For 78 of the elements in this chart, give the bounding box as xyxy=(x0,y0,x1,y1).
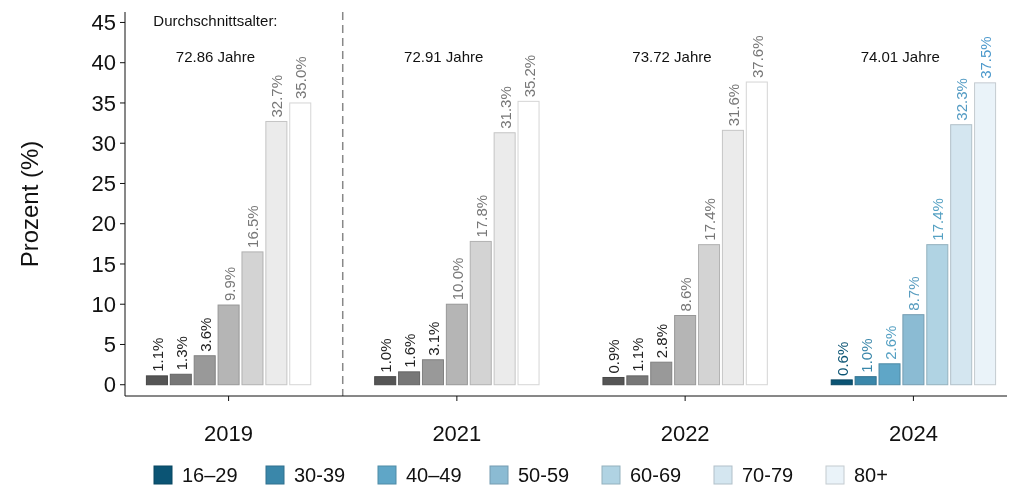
x-tick-label: 2024 xyxy=(888,421,938,446)
bar xyxy=(854,376,877,386)
y-axis-title: Prozent (%) xyxy=(16,140,43,268)
legend-label: 60-69 xyxy=(630,464,682,486)
annotation: 72.91 Jahre xyxy=(404,48,484,65)
y-tick-label: 20 xyxy=(91,211,116,237)
bar xyxy=(421,359,444,386)
y-tick-label: 30 xyxy=(91,130,116,156)
annotation: Durchschnittsalter: xyxy=(153,12,278,29)
y-tick-label: 35 xyxy=(91,90,116,116)
legend-label: 80+ xyxy=(854,464,888,486)
data-label: 37.6% xyxy=(748,35,766,79)
bar xyxy=(469,240,492,386)
bar xyxy=(169,373,192,386)
bar xyxy=(974,82,997,386)
data-label: 32.7% xyxy=(268,74,286,118)
bar xyxy=(398,371,421,386)
annotation: 72.86 Jahre xyxy=(175,48,256,65)
legend-label: 40–49 xyxy=(406,464,462,486)
bar xyxy=(374,376,397,386)
data-label: 17.4% xyxy=(701,198,719,241)
data-label: 8.6% xyxy=(677,277,695,312)
bar xyxy=(445,303,468,386)
bar xyxy=(265,120,288,386)
y-tick-label: 25 xyxy=(91,171,116,197)
data-label: 2.6% xyxy=(881,325,899,360)
data-label: 17.8% xyxy=(472,194,490,238)
data-label: 3.1% xyxy=(424,321,442,356)
legend-label: 50-59 xyxy=(518,464,570,486)
legend-label: 16–29 xyxy=(182,464,238,486)
x-tick-label: 2021 xyxy=(432,421,482,446)
data-label: 0.9% xyxy=(605,339,623,374)
data-label: 31.6% xyxy=(724,83,742,127)
data-label: 1.0% xyxy=(857,338,875,373)
x-tick-label: 2022 xyxy=(660,421,710,446)
bar xyxy=(698,244,721,386)
bar xyxy=(517,100,540,386)
y-tick-label: 45 xyxy=(91,10,116,36)
data-label: 32.3% xyxy=(953,78,971,121)
data-label: 3.6% xyxy=(196,317,214,352)
bar xyxy=(950,124,973,386)
bar xyxy=(674,315,697,386)
data-label: 10.0% xyxy=(448,257,466,301)
data-label: 9.9% xyxy=(220,266,238,302)
legend-label: 70-79 xyxy=(742,464,794,486)
data-label: 1.3% xyxy=(172,336,190,371)
data-label: 1.0% xyxy=(377,338,395,373)
y-tick-label: 5 xyxy=(103,332,116,358)
x-tick-label: 2019 xyxy=(204,421,254,446)
y-tick-label: 40 xyxy=(91,50,116,76)
data-label: 16.5% xyxy=(244,205,262,248)
y-tick-label: 0 xyxy=(103,372,116,398)
bar xyxy=(602,376,625,386)
data-label: 31.3% xyxy=(496,86,514,129)
data-label: 37.5% xyxy=(977,36,995,79)
legend-label: 30-39 xyxy=(294,464,346,486)
y-tick-label: 10 xyxy=(91,291,116,317)
data-label: 35.0% xyxy=(292,56,310,99)
y-tick-label: 15 xyxy=(91,251,116,277)
data-label: 8.7% xyxy=(905,276,923,311)
data-label: 2.8% xyxy=(653,323,671,359)
bar xyxy=(289,102,312,386)
bar xyxy=(830,379,853,386)
bar xyxy=(493,132,516,386)
data-label: 1.1% xyxy=(629,337,647,372)
bar xyxy=(145,375,168,386)
bar xyxy=(878,363,901,386)
annotation: 73.72 Jahre xyxy=(632,48,712,65)
bar xyxy=(745,81,768,386)
bar xyxy=(902,314,925,386)
annotation: 74.01 Jahre xyxy=(860,48,940,65)
bar xyxy=(721,129,744,386)
data-label: 35.2% xyxy=(520,54,538,98)
data-label: 1.1% xyxy=(148,337,166,372)
data-label: 0.6% xyxy=(833,341,851,376)
data-label: 1.6% xyxy=(401,333,419,368)
bar xyxy=(926,244,949,386)
data-label: 17.4% xyxy=(929,198,947,241)
